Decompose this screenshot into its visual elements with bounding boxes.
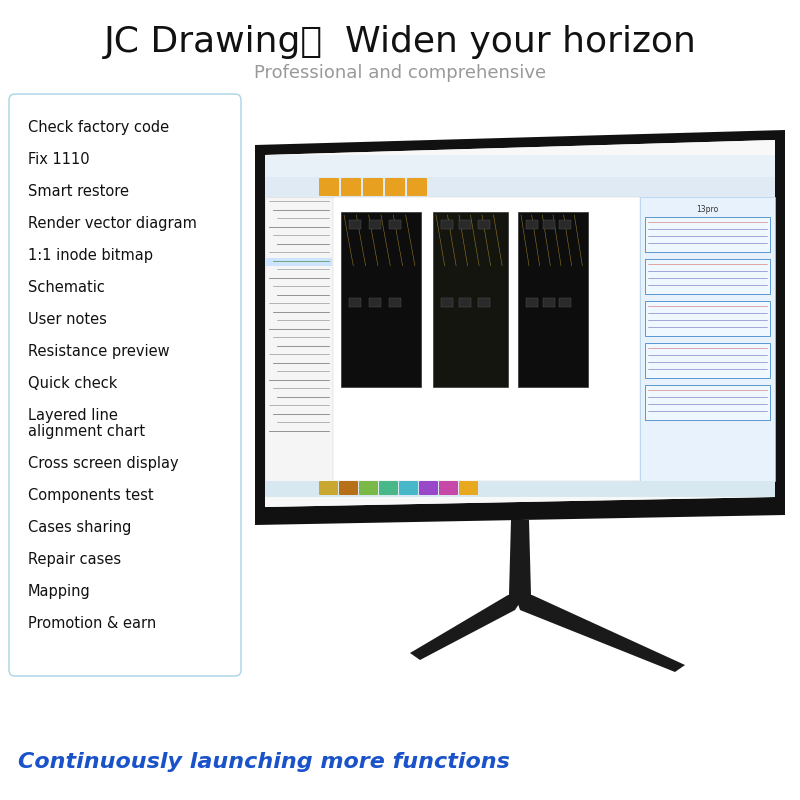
FancyBboxPatch shape: [341, 212, 421, 387]
Text: Smart restore: Smart restore: [28, 184, 129, 199]
FancyBboxPatch shape: [9, 94, 241, 676]
FancyBboxPatch shape: [433, 212, 508, 387]
FancyBboxPatch shape: [339, 481, 358, 495]
FancyBboxPatch shape: [645, 217, 770, 252]
Text: Fix 1110: Fix 1110: [28, 152, 90, 167]
Polygon shape: [265, 140, 775, 507]
Text: Check factory code: Check factory code: [28, 120, 169, 135]
Polygon shape: [265, 155, 775, 177]
FancyBboxPatch shape: [341, 178, 361, 196]
FancyBboxPatch shape: [399, 481, 418, 495]
FancyBboxPatch shape: [419, 481, 438, 495]
Polygon shape: [265, 177, 775, 197]
Text: Repair cases: Repair cases: [28, 552, 121, 567]
Polygon shape: [410, 595, 525, 660]
FancyBboxPatch shape: [645, 343, 770, 378]
FancyBboxPatch shape: [319, 481, 338, 495]
FancyBboxPatch shape: [518, 212, 588, 387]
FancyBboxPatch shape: [369, 220, 381, 229]
Text: Professional and comprehensive: Professional and comprehensive: [254, 64, 546, 82]
Polygon shape: [265, 197, 333, 481]
FancyBboxPatch shape: [389, 220, 401, 229]
FancyBboxPatch shape: [359, 481, 378, 495]
Text: alignment chart: alignment chart: [28, 424, 145, 439]
Text: Schematic: Schematic: [28, 280, 105, 295]
FancyBboxPatch shape: [349, 220, 361, 229]
FancyBboxPatch shape: [542, 220, 554, 229]
FancyBboxPatch shape: [459, 481, 478, 495]
FancyBboxPatch shape: [559, 298, 571, 306]
FancyBboxPatch shape: [407, 178, 427, 196]
Polygon shape: [265, 140, 775, 507]
FancyBboxPatch shape: [645, 259, 770, 294]
Text: 1:1 inode bitmap: 1:1 inode bitmap: [28, 248, 153, 263]
Text: Continuously launching more functions: Continuously launching more functions: [18, 752, 510, 772]
Text: JC Drawing，  Widen your horizon: JC Drawing， Widen your horizon: [103, 25, 697, 59]
FancyBboxPatch shape: [459, 220, 471, 229]
FancyBboxPatch shape: [526, 298, 538, 306]
Text: Layered line: Layered line: [28, 408, 118, 423]
Text: Render vector diagram: Render vector diagram: [28, 216, 197, 231]
Text: Promotion & earn: Promotion & earn: [28, 616, 156, 631]
FancyBboxPatch shape: [439, 481, 458, 495]
Text: Cases sharing: Cases sharing: [28, 520, 131, 535]
FancyBboxPatch shape: [645, 385, 770, 420]
FancyBboxPatch shape: [478, 298, 490, 306]
Text: Mapping: Mapping: [28, 584, 90, 599]
FancyBboxPatch shape: [379, 481, 398, 495]
FancyBboxPatch shape: [389, 298, 401, 306]
FancyBboxPatch shape: [349, 298, 361, 306]
FancyBboxPatch shape: [385, 178, 405, 196]
FancyBboxPatch shape: [478, 220, 490, 229]
FancyBboxPatch shape: [542, 298, 554, 306]
FancyBboxPatch shape: [645, 301, 770, 336]
Polygon shape: [255, 130, 785, 525]
FancyBboxPatch shape: [459, 298, 471, 306]
Polygon shape: [640, 197, 775, 481]
Polygon shape: [333, 197, 640, 481]
FancyBboxPatch shape: [441, 220, 453, 229]
Polygon shape: [515, 595, 685, 672]
FancyBboxPatch shape: [559, 220, 571, 229]
FancyBboxPatch shape: [441, 298, 453, 306]
FancyBboxPatch shape: [266, 258, 332, 266]
Polygon shape: [509, 520, 531, 595]
Text: 13pro: 13pro: [696, 205, 718, 214]
Text: Cross screen display: Cross screen display: [28, 456, 178, 471]
FancyBboxPatch shape: [526, 220, 538, 229]
Text: Resistance preview: Resistance preview: [28, 344, 170, 359]
Text: User notes: User notes: [28, 312, 107, 327]
FancyBboxPatch shape: [363, 178, 383, 196]
FancyBboxPatch shape: [319, 178, 339, 196]
Polygon shape: [265, 481, 775, 497]
Text: Quick check: Quick check: [28, 376, 118, 391]
FancyBboxPatch shape: [369, 298, 381, 306]
Text: Components test: Components test: [28, 488, 154, 503]
